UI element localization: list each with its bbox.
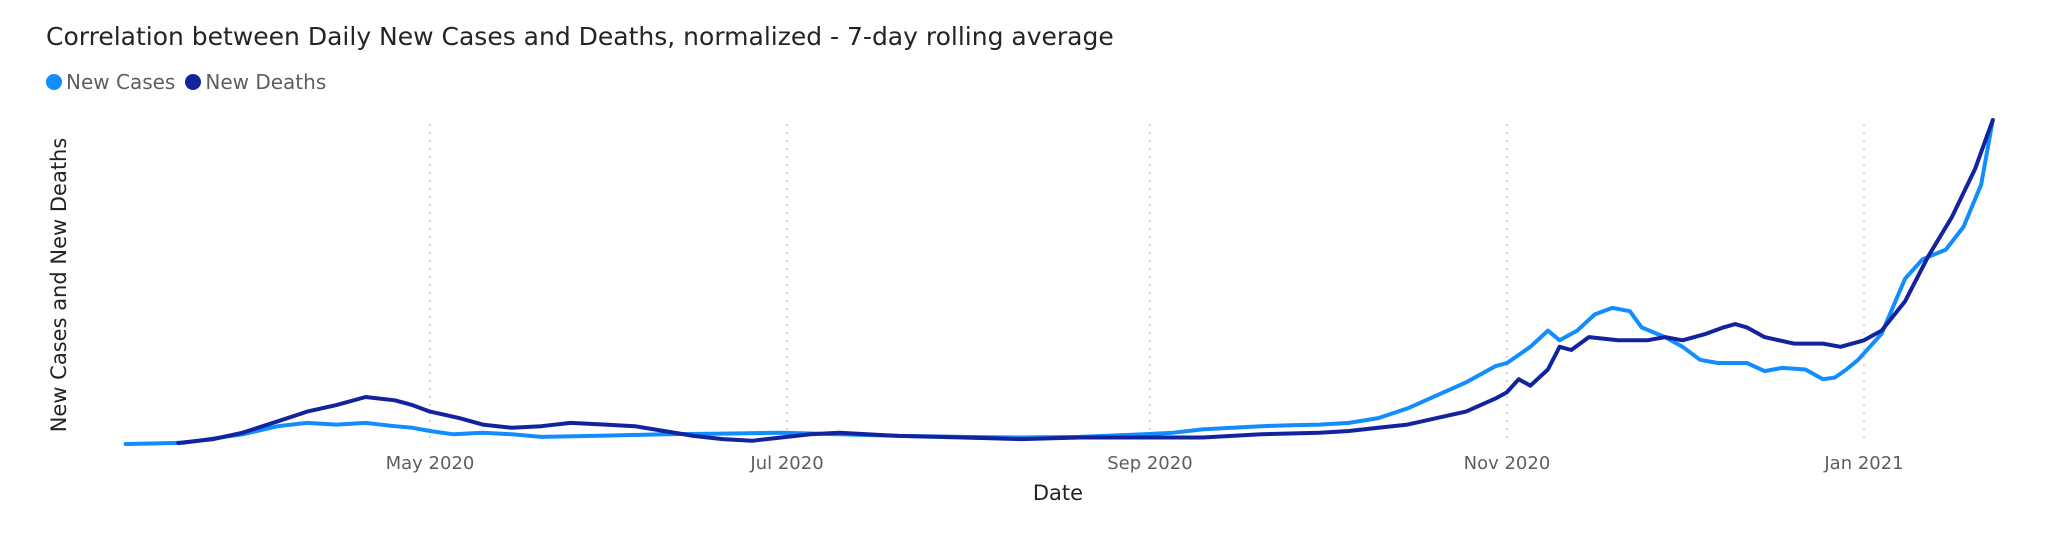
legend-marker-new-cases bbox=[46, 74, 62, 90]
x-axis-ticks: May 2020 Jul 2020 Sep 2020 Nov 2020 Jan 2021 bbox=[386, 453, 1904, 474]
gridlines bbox=[429, 124, 1865, 444]
legend-label-new-cases: New Cases bbox=[66, 70, 176, 94]
x-tick-label-sep-2020: Sep 2020 bbox=[1107, 453, 1192, 474]
y-axis-title: New Cases and New Deaths bbox=[47, 138, 71, 433]
chart-title: Correlation between Daily New Cases and … bbox=[46, 22, 1114, 51]
series-lines bbox=[123, 118, 1995, 446]
legend-label-new-deaths: New Deaths bbox=[205, 70, 327, 94]
x-tick-label-may-2020: May 2020 bbox=[386, 453, 475, 474]
series-line-new-cases[interactable] bbox=[123, 118, 1995, 446]
series-line-new-deaths[interactable] bbox=[176, 118, 1995, 445]
x-tick-label-jan-2021: Jan 2021 bbox=[1823, 453, 1903, 474]
legend-marker-new-deaths bbox=[185, 74, 202, 90]
legend: New Cases New Deaths bbox=[46, 70, 336, 94]
x-tick-label-nov-2020: Nov 2020 bbox=[1464, 453, 1551, 474]
x-tick-label-jul-2020: Jul 2020 bbox=[749, 453, 823, 474]
x-axis-title: Date bbox=[1033, 481, 1083, 505]
legend-item-new-cases[interactable]: New Cases bbox=[46, 70, 175, 94]
legend-item-new-deaths[interactable]: New Deaths bbox=[185, 70, 326, 94]
